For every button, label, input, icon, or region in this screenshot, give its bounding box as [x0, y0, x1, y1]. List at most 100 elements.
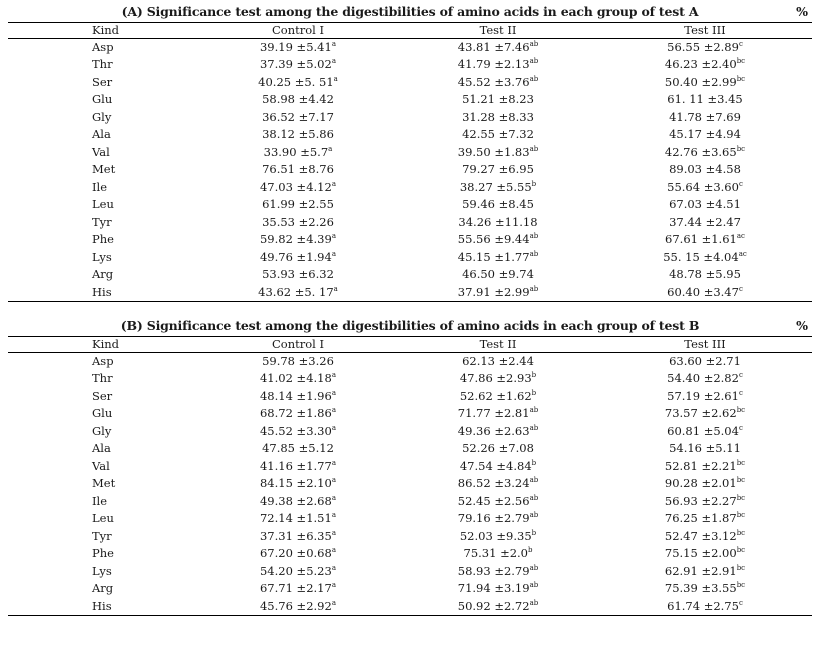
test-ii-value-cell: 49.36 ±2.63ab [398, 423, 598, 441]
amino-acid-cell: Ala [92, 441, 111, 456]
control-value-cell: 33.90 ±5.7a [198, 144, 398, 162]
test-ii-value-cell: 52.62 ±1.62b [398, 388, 598, 406]
table-b: Kind Control I Test II Test III Asp 59.78… [8, 336, 812, 616]
test-ii-value-cell: 59.46 ±8.45 [398, 196, 598, 214]
test-iii-value-cell: 90.28 ±2.01bc [598, 475, 812, 493]
control-value-cell: 49.38 ±2.68a [198, 493, 398, 511]
test-iii-value-cell: 60.81 ±5.04c [598, 423, 812, 441]
test-iii-value-cell: 54.16 ±5.11 [598, 440, 812, 458]
significance-letter: ab [529, 232, 539, 241]
mean-sd-value: 60.40 ±3.47 [667, 284, 739, 299]
test-iii-value-cell: 56.55 ±2.89c [598, 39, 812, 57]
mean-sd-value: 53.93 ±6.32 [262, 267, 334, 282]
significance-letter: ac [738, 249, 747, 258]
table-row: Phe 67.20 ±0.68a 75.31 ±2.0b 75.15 ±2.00bc [8, 545, 812, 563]
table-row: Ile 47.03 ±4.12a 38.27 ±5.55b 55.64 ±3.60c [8, 179, 812, 197]
mean-sd-value: 54.16 ±5.11 [669, 441, 741, 456]
mean-sd-value: 47.85 ±5.12 [262, 441, 334, 456]
control-value-cell: 54.20 ±5.23a [198, 563, 398, 581]
mean-sd-value: 47.03 ±4.12 [259, 179, 332, 194]
mean-sd-value: 59.82 ±4.39 [259, 232, 332, 247]
control-value-cell: 45.52 ±3.30a [198, 423, 398, 441]
table-row: His 43.62 ±5. 17a 37.91 ±2.99ab 60.40 ±3.47… [8, 283, 812, 302]
test-iii-value-cell: 50.40 ±2.99bc [598, 74, 812, 92]
control-value-cell: 36.52 ±7.17 [198, 109, 398, 127]
test-iii-value-cell: 57.19 ±2.61c [598, 388, 812, 406]
test-iii-value-cell: 52.47 ±3.12bc [598, 528, 812, 546]
significance-letter: bc [736, 406, 746, 415]
mean-sd-value: 54.20 ±5.23 [259, 563, 332, 578]
table-row: Thr 37.39 ±5.02a 41.79 ±2.13ab 46.23 ±2.40b… [8, 56, 812, 74]
test-ii-value-cell: 79.16 ±2.79ab [398, 510, 598, 528]
test-iii-value-cell: 37.44 ±2.47 [598, 214, 812, 232]
test-iii-value-cell: 55.64 ±3.60c [598, 179, 812, 197]
test-iii-value-cell: 60.40 ±3.47c [598, 283, 812, 302]
control-value-cell: 37.39 ±5.02a [198, 56, 398, 74]
test-ii-value-cell: 41.79 ±2.13ab [398, 56, 598, 74]
mean-sd-value: 46.23 ±2.40 [664, 57, 737, 72]
mean-sd-value: 67.71 ±2.17 [259, 581, 332, 596]
table-a-section: (A) Significance test among the digestib… [8, 0, 812, 302]
significance-letter: ab [529, 144, 539, 153]
amino-acid-cell: Gly [92, 423, 112, 438]
table-b-header-row: Kind Control I Test II Test III [8, 336, 812, 353]
table-row: Met 84.15 ±2.10a 86.52 ±3.24ab 90.28 ±2.01b… [8, 475, 812, 493]
significance-letter: ab [529, 74, 539, 83]
significance-letter: c [738, 179, 743, 188]
test-iii-value-cell: 73.57 ±2.62bc [598, 405, 812, 423]
significance-letter: c [738, 423, 743, 432]
mean-sd-value: 48.78 ±5.95 [669, 267, 741, 282]
control-value-cell: 47.85 ±5.12 [198, 440, 398, 458]
significance-letter: bc [736, 511, 746, 520]
header-control: Control I [198, 336, 398, 353]
test-ii-value-cell: 79.27 ±6.95 [398, 161, 598, 179]
mean-sd-value: 56.93 ±2.27 [664, 493, 737, 508]
header-test-ii: Test II [398, 336, 598, 353]
significance-letter: a [331, 476, 336, 485]
test-iii-value-cell: 67.03 ±4.51 [598, 196, 812, 214]
test-ii-value-cell: 51.21 ±8.23 [398, 91, 598, 109]
significance-letter: ab [529, 57, 539, 66]
test-ii-value-cell: 42.55 ±7.32 [398, 126, 598, 144]
mean-sd-value: 55.56 ±9.44 [457, 232, 530, 247]
mean-sd-value: 45.17 ±4.94 [669, 127, 741, 142]
test-ii-value-cell: 39.50 ±1.83ab [398, 144, 598, 162]
significance-letter: a [331, 581, 336, 590]
mean-sd-value: 36.52 ±7.17 [262, 109, 334, 124]
mean-sd-value: 90.28 ±2.01 [664, 476, 737, 491]
significance-letter: bc [736, 493, 746, 502]
mean-sd-value: 52.62 ±1.62 [459, 388, 532, 403]
test-iii-value-cell: 56.93 ±2.27bc [598, 493, 812, 511]
test-ii-value-cell: 34.26 ±11.18 [398, 214, 598, 232]
mean-sd-value: 51.21 ±8.23 [462, 92, 534, 107]
test-ii-value-cell: 45.52 ±3.76ab [398, 74, 598, 92]
significance-letter: a [331, 598, 336, 607]
mean-sd-value: 57.19 ±2.61 [667, 388, 739, 403]
control-value-cell: 67.71 ±2.17a [198, 580, 398, 598]
mean-sd-value: 34.26 ±11.18 [458, 214, 538, 229]
mean-sd-value: 67.20 ±0.68 [259, 546, 332, 561]
mean-sd-value: 58.98 ±4.42 [262, 92, 334, 107]
control-value-cell: 38.12 ±5.86 [198, 126, 398, 144]
mean-sd-value: 43.62 ±5. 17 [258, 284, 334, 299]
header-kind: Kind [8, 22, 198, 39]
table-row: Val 33.90 ±5.7a 39.50 ±1.83ab 42.76 ±3.65bc [8, 144, 812, 162]
control-value-cell: 58.98 ±4.42 [198, 91, 398, 109]
mean-sd-value: 39.19 ±5.41 [259, 40, 332, 54]
mean-sd-value: 50.92 ±2.72 [457, 598, 530, 613]
mean-sd-value: 68.72 ±1.86 [259, 406, 332, 421]
control-value-cell: 72.14 ±1.51a [198, 510, 398, 528]
header-control: Control I [198, 22, 398, 39]
amino-acid-cell: Ser [92, 388, 113, 403]
significance-letter: a [331, 493, 336, 502]
mean-sd-value: 37.31 ±6.35 [259, 528, 332, 543]
table-a-body: Asp 39.19 ±5.41a 43.81 ±7.46ab 56.55 ±2.89c… [8, 39, 812, 302]
mean-sd-value: 86.52 ±3.24 [457, 476, 530, 491]
control-value-cell: 37.31 ±6.35a [198, 528, 398, 546]
significance-letter: b [531, 388, 537, 397]
significance-letter: b [531, 179, 537, 188]
test-ii-value-cell: 47.54 ±4.84b [398, 458, 598, 476]
table-b-section: (B) Significance test among the digestib… [8, 314, 812, 616]
amino-acid-cell: Met [92, 476, 116, 491]
control-value-cell: 84.15 ±2.10a [198, 475, 398, 493]
